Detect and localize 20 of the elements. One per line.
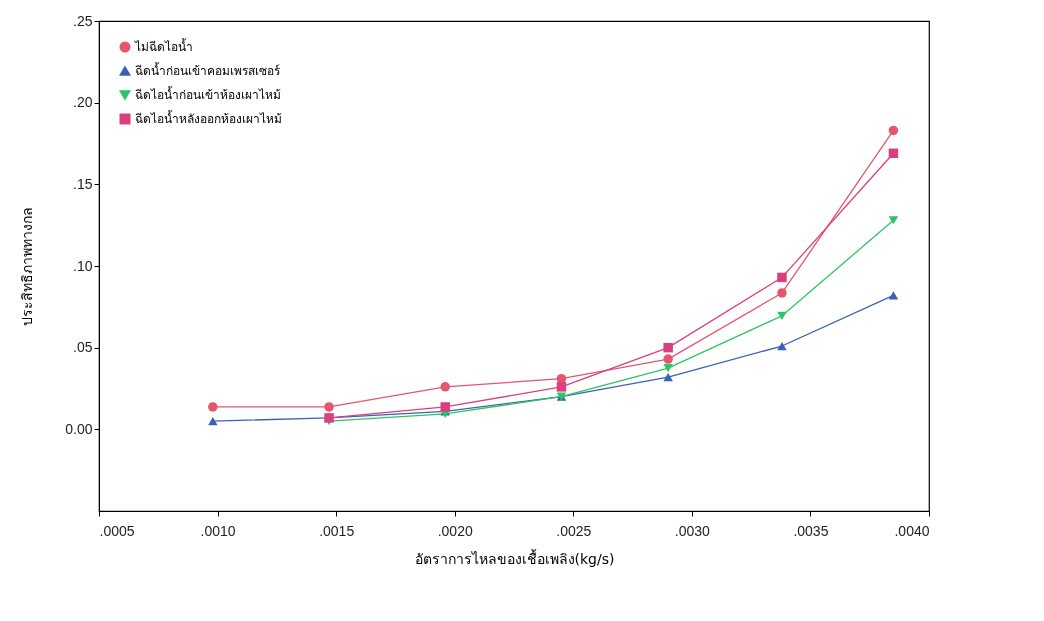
x-tick-label: .0015	[319, 522, 355, 539]
x-tick-label: .0020	[437, 522, 473, 539]
legend-label: ฉีดไอน้ำหลังออกห้องเผาไหม้	[135, 110, 282, 126]
x-tick-label: .0010	[200, 522, 236, 539]
legend-label: ไม่ฉีดไอน้ำ	[134, 38, 193, 54]
legend-label: ฉีดไอน้ำก่อนเข้าห้องเผาไหม้	[135, 86, 281, 102]
y-tick-label: .25	[73, 12, 93, 29]
y-tick-label: .20	[73, 94, 93, 111]
y-axis-title: ประสิทธิภาพทางกล	[19, 207, 36, 326]
x-tick-label: .0035	[793, 522, 829, 539]
x-tick-label: .0025	[556, 522, 592, 539]
y-tick-label: .05	[73, 339, 93, 356]
x-axis-title: อัตราการไหลของเชื้อเพลิง(kg/s)	[414, 548, 615, 567]
y-tick-label: .15	[73, 175, 93, 192]
x-tick-label: .0030	[674, 522, 711, 539]
x-tick-label: .0005	[99, 522, 135, 539]
legend-label: ฉีดน้ำก่อนเข้าคอมเพรสเซอร์	[135, 62, 281, 78]
y-tick-label: .10	[73, 257, 93, 274]
y-tick-label: 0.00	[65, 420, 93, 437]
x-tick-label: .0040	[894, 522, 930, 539]
